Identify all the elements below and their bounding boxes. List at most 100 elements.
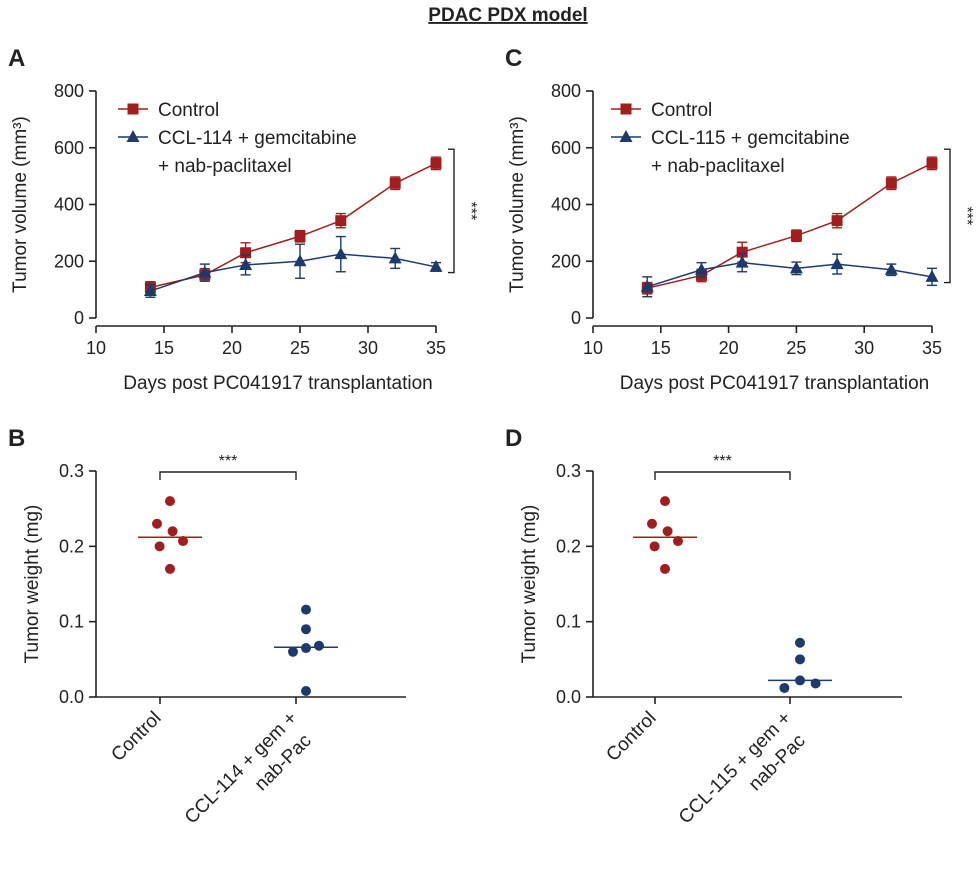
data-point	[795, 637, 805, 648]
x-tick-label: 30	[358, 338, 378, 358]
data-point	[795, 675, 805, 686]
y-tick-label: 0	[571, 308, 581, 328]
significance-bracket	[448, 148, 455, 274]
data-point	[673, 536, 683, 547]
treatment-series	[640, 252, 939, 298]
y-tick-label: 400	[551, 195, 581, 215]
legend-label: Control	[651, 100, 712, 121]
data-point	[165, 563, 175, 574]
y-tick-label: 0.0	[59, 687, 84, 707]
x-tick-label: 15	[154, 338, 174, 358]
y-tick-label: 0.1	[59, 612, 84, 632]
x-tick-label: 25	[786, 338, 806, 358]
x-category-label: CCL-114 + gem +nab-Pac	[181, 708, 320, 847]
x-tick-label: 35	[922, 338, 942, 358]
data-point	[779, 682, 790, 693]
control-group	[633, 496, 697, 574]
control-series	[144, 156, 442, 294]
x-category-label-line: Control	[107, 708, 165, 766]
x-axis-title: Days post PC041917 transplantation	[123, 373, 432, 394]
x-tick-label: 20	[222, 338, 242, 358]
y-tick-label: 600	[54, 138, 84, 158]
x-tick-label: 20	[719, 338, 739, 358]
legend-label: + nab-paclitaxel	[651, 156, 785, 177]
x-axis-title: Days post PC041917 transplantation	[620, 373, 929, 394]
data-point	[830, 257, 844, 270]
data-point	[429, 259, 443, 272]
panel-a-chart: A 0 200 400 600 800 10 15 20 25 30 35 Days post PC04…	[8, 45, 479, 394]
data-point	[831, 215, 843, 227]
y-tick-label: 0.0	[556, 687, 581, 707]
x-tick-label: 10	[86, 338, 106, 358]
data-point	[288, 646, 298, 657]
data-point	[389, 177, 401, 189]
data-point	[660, 563, 670, 574]
data-point	[334, 247, 348, 260]
x-category-label: CCL-115 + gem +nab-Pac	[675, 708, 814, 847]
y-axis-title: Tumor weight (mg)	[22, 505, 43, 664]
y-tick-label: 400	[54, 195, 84, 215]
y-tick-label: 0.3	[59, 461, 84, 481]
legend-label: CCL-114 + gemcitabine	[158, 128, 357, 149]
data-point	[293, 254, 307, 267]
y-axis-title: Tumor volume (mm³)	[507, 116, 528, 293]
data-point	[790, 230, 802, 242]
significance-label: ***	[462, 202, 479, 221]
y-tick-label: 0.2	[59, 536, 84, 556]
y-tick-label: 0	[74, 308, 84, 328]
legend-marker	[620, 103, 632, 115]
significance-label: ***	[713, 453, 732, 470]
data-point	[736, 246, 748, 258]
data-point	[301, 604, 311, 615]
significance-label: ***	[219, 453, 238, 470]
figure-title: PDAC PDX model	[428, 5, 587, 26]
data-point	[154, 541, 165, 552]
legend-label: CCL-115 + gemcitabine	[651, 128, 850, 149]
y-tick-label: 200	[551, 251, 581, 271]
legend-marker	[127, 103, 139, 115]
data-point	[649, 541, 660, 552]
data-point	[335, 215, 347, 227]
y-tick-label: 800	[54, 81, 84, 101]
data-point	[167, 526, 178, 537]
data-point	[239, 257, 253, 270]
data-point	[294, 230, 306, 242]
data-point	[660, 496, 670, 507]
x-tick-label: 10	[583, 338, 603, 358]
x-category-label: Control	[602, 708, 660, 766]
data-point	[789, 261, 803, 274]
data-point	[301, 624, 311, 635]
panel-c-chart: C 0 200 400 600 800 10 15 20 25 30 35 Days post PC04…	[505, 45, 975, 394]
data-point	[925, 269, 939, 282]
data-point	[662, 526, 673, 537]
data-point	[301, 643, 311, 654]
data-point	[165, 496, 175, 507]
data-point	[240, 247, 252, 259]
significance-bracket	[654, 471, 791, 480]
panel-c-label: C	[505, 45, 522, 72]
data-point	[178, 536, 188, 547]
x-category-label-line: Control	[602, 708, 660, 766]
legend-label: Control	[158, 100, 219, 121]
x-tick-label: 15	[651, 338, 671, 358]
x-tick-label: 35	[426, 338, 446, 358]
treatment-group	[274, 604, 338, 696]
significance-bracket	[944, 148, 951, 284]
data-point	[810, 678, 821, 689]
significance-bracket	[159, 471, 297, 480]
significance-label: ***	[958, 207, 975, 226]
y-axis-title: Tumor volume (mm³)	[10, 116, 31, 293]
y-tick-label: 0.1	[556, 612, 581, 632]
treatment-series	[143, 235, 443, 298]
panel-b-label: B	[8, 425, 25, 452]
legend-marker	[126, 130, 140, 142]
treatment-group	[768, 637, 832, 693]
x-category-label: Control	[107, 708, 165, 766]
data-point	[430, 157, 442, 169]
data-point	[926, 157, 938, 169]
panel-a-label: A	[8, 45, 25, 72]
y-tick-label: 0.2	[556, 536, 581, 556]
x-tick-label: 30	[854, 338, 874, 358]
y-tick-label: 800	[551, 81, 581, 101]
